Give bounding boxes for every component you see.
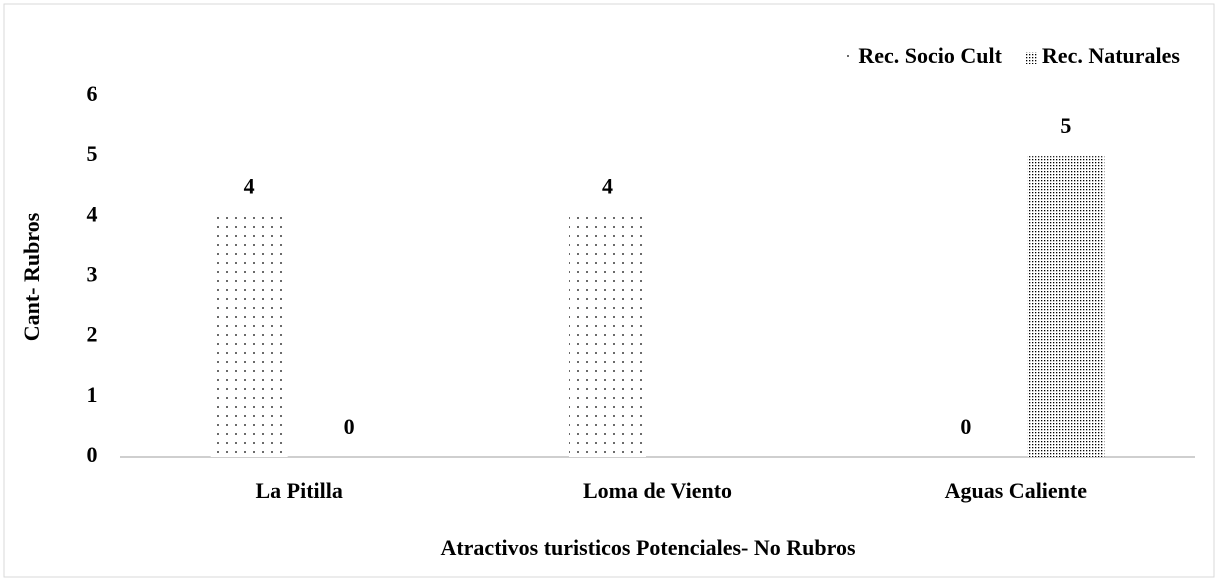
y-tick-label: 3	[87, 262, 98, 287]
bar	[210, 216, 288, 457]
y-tick-label: 0	[87, 442, 98, 467]
y-tick-label: 1	[87, 382, 98, 407]
legend-swatch	[842, 52, 855, 64]
bar	[1027, 156, 1105, 457]
x-tick-label: Loma de Viento	[583, 478, 732, 503]
data-label: 0	[960, 414, 971, 439]
x-axis-title: Atractivos turisticos Potenciales- No Ru…	[440, 535, 856, 560]
y-tick-label: 4	[87, 201, 98, 226]
legend-label: Rec. Socio Cult	[858, 43, 1002, 68]
data-label: 5	[1060, 113, 1071, 138]
data-label: 4	[244, 173, 255, 198]
legend-swatch	[1025, 52, 1038, 64]
y-tick-label: 5	[87, 141, 98, 166]
y-tick-label: 2	[87, 322, 98, 347]
data-label: 0	[344, 414, 355, 439]
x-tick-label: Aguas Caliente	[945, 478, 1088, 503]
data-label: 4	[602, 173, 613, 198]
y-tick-label: 6	[87, 81, 98, 106]
legend-label: Rec. Naturales	[1042, 43, 1181, 68]
y-axis-title: Cant- Rubros	[19, 212, 44, 341]
x-tick-label: La Pitilla	[255, 478, 342, 503]
bar	[569, 216, 646, 457]
